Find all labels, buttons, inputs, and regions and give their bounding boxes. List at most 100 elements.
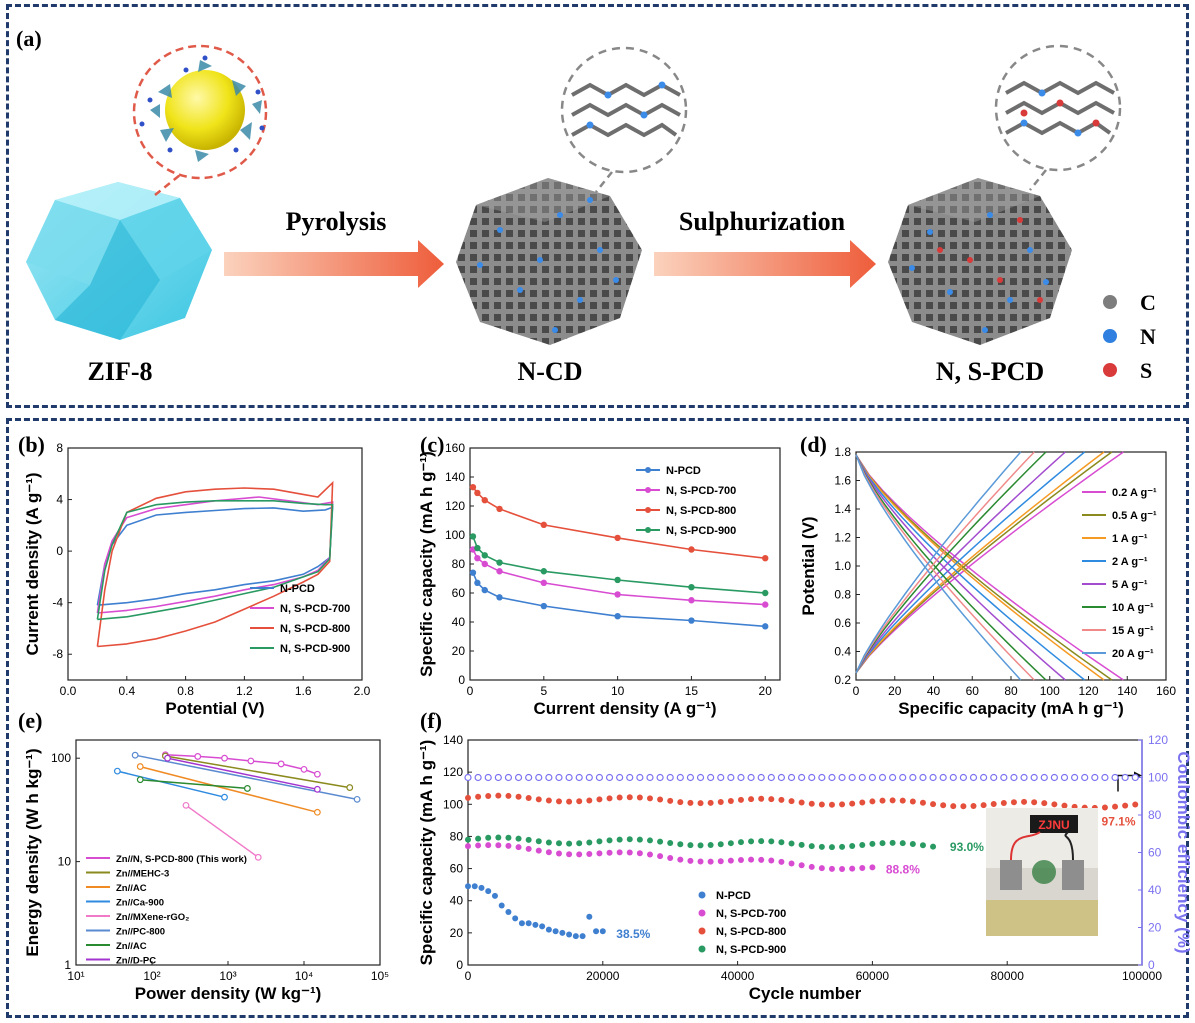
y2-tick-label: 80 — [1148, 808, 1162, 822]
cycle-point-n-s-pcd-900 — [485, 834, 492, 841]
x-tick-label: 0.0 — [60, 684, 77, 698]
retention-label-n-pcd: 38.5% — [616, 927, 650, 941]
coulombic-efficiency-point — [666, 773, 674, 782]
y2-tick-label: 0 — [1148, 958, 1155, 972]
coulombic-efficiency-point — [757, 773, 765, 782]
rate-point-n-s-pcd-800 — [540, 521, 548, 529]
cycle-point-n-s-pcd-900 — [808, 843, 815, 850]
rate-line-n-s-pcd-800 — [472, 486, 766, 559]
cycle-point-n-s-pcd-800 — [535, 796, 542, 803]
coulombic-efficiency-point — [808, 773, 816, 782]
coulombic-efficiency-point — [990, 773, 998, 782]
cv-loop-n-s-pcd-800 — [96, 480, 334, 648]
cycle-point-n-s-pcd-700 — [687, 857, 694, 864]
y-tick-label: 8 — [56, 441, 63, 455]
cycle-point-n-s-pcd-800 — [737, 796, 744, 803]
cycle-point-n-s-pcd-900 — [576, 840, 583, 847]
charge-curve-1-a-g — [855, 451, 1105, 674]
cycle-point-n-s-pcd-900 — [899, 840, 906, 847]
panel-label: (e) — [18, 708, 42, 733]
cycle-point-n-s-pcd-800 — [1132, 801, 1139, 808]
cycle-point-n-s-pcd-800 — [687, 799, 694, 806]
cycle-point-n-s-pcd-900 — [505, 834, 512, 841]
coulombic-efficiency-point — [1010, 773, 1018, 782]
cycle-point-n-s-pcd-700 — [818, 865, 825, 872]
device-photo-inset: ZJNU — [986, 808, 1098, 936]
cycle-point-n-s-pcd-700 — [485, 842, 492, 849]
cycle-point-n-s-pcd-700 — [616, 849, 623, 856]
legend-label-15-a-g: 15 A g⁻¹ — [1112, 625, 1154, 637]
legend-marker-n-pcd — [645, 467, 651, 473]
cycle-point-n-s-pcd-800 — [505, 792, 512, 799]
legend-label-0-5-a-g: 0.5 A g⁻¹ — [1112, 510, 1157, 522]
cycle-point-n-pcd — [599, 928, 606, 935]
ragone-point-zn-d-pc — [313, 785, 321, 793]
cycle-point-n-s-pcd-800 — [1000, 799, 1007, 806]
atom-legend-dot-n — [1103, 329, 1117, 343]
coulombic-efficiency-point — [737, 773, 745, 782]
rate-point-n-s-pcd-900 — [474, 544, 481, 552]
ns-pcd-particle — [888, 178, 1072, 345]
x-axis-label: Specific capacity (mA h g⁻¹) — [898, 699, 1124, 718]
rate-point-n-s-pcd-900 — [481, 552, 488, 559]
coulombic-efficiency-point — [899, 773, 907, 782]
cycle-point-n-s-pcd-800 — [909, 798, 916, 805]
y2-tick-label: 120 — [1148, 733, 1168, 747]
x-tick-label: 20 — [759, 684, 773, 698]
cycle-point-n-s-pcd-700 — [646, 851, 653, 858]
legend-label-zn-d-pc: Zn//D-PC — [116, 956, 156, 967]
legend-label-5-a-g: 5 A g⁻¹ — [1112, 579, 1148, 591]
ragone-point-zn-mehc-3 — [346, 784, 354, 791]
x-tick-label: 2.0 — [354, 684, 371, 698]
coulombic-efficiency-point — [909, 773, 917, 782]
cycle-point-n-pcd — [552, 928, 559, 935]
x-tick-label: 5 — [540, 684, 547, 698]
cycle-point-n-s-pcd-800 — [596, 796, 603, 803]
rate-point-n-s-pcd-800 — [496, 505, 503, 513]
ragone-line-zn-d-pc — [167, 757, 318, 791]
cycle-point-n-s-pcd-800 — [980, 802, 987, 809]
discharge-curve-0-5-a-g — [855, 454, 1113, 681]
discharge-curve-10-a-g — [855, 454, 1047, 681]
y-axis-label: Specific capacity (mA h g⁻¹) — [417, 451, 436, 677]
cycle-point-n-s-pcd-900 — [687, 842, 694, 849]
cycle-point-n-s-pcd-900 — [555, 840, 562, 847]
x-tick-label: 100 — [1040, 684, 1060, 698]
atom-legend-label-n: N — [1140, 324, 1156, 349]
ragone-line-zn-mehc-3 — [165, 755, 350, 789]
ragone-line-zn-pc-800 — [134, 754, 358, 801]
coulombic-efficiency-point — [585, 773, 593, 782]
cycle-point-n-s-pcd-900 — [697, 842, 704, 849]
x-tick-label: 0 — [853, 684, 860, 698]
cycle-point-n-s-pcd-800 — [555, 798, 562, 805]
y-axis-label: Potential (V) — [799, 516, 818, 615]
ragone-point-zn-mxene-rgo — [182, 801, 190, 809]
coulombic-efficiency-point — [1131, 773, 1139, 782]
panel-label: (d) — [800, 432, 827, 457]
cycle-point-n-s-pcd-800 — [667, 797, 674, 804]
cycle-point-n-s-pcd-800 — [525, 794, 532, 801]
rate-point-n-s-pcd-900 — [762, 589, 769, 597]
x-tick-label: 0.4 — [118, 684, 135, 698]
y-tick-label: -4 — [52, 596, 63, 610]
rate-point-n-s-pcd-700 — [762, 601, 769, 608]
x-tick-label: 80 — [1004, 684, 1018, 698]
coulombic-efficiency-point — [504, 773, 513, 782]
rate-point-n-pcd — [688, 617, 695, 624]
charge-curve-10-a-g — [855, 451, 1047, 674]
cycle-point-n-s-pcd-900 — [606, 837, 613, 844]
cycle-point-n-s-pcd-800 — [566, 798, 573, 805]
cycle-point-n-s-pcd-800 — [879, 797, 886, 804]
panel-c-rate-chart: 0 5 10 15 20 0 20 40 60 80 100 120 140 160 Current den… — [417, 432, 781, 718]
cv-loop-n-s-pcd-700 — [96, 496, 334, 614]
pyrolysis-arrow — [224, 240, 444, 288]
ragone-point-zn-ca-900 — [221, 793, 228, 801]
cycle-point-n-s-pcd-800 — [657, 796, 664, 803]
cycle-point-n-s-pcd-700 — [535, 847, 542, 854]
coulombic-efficiency-point — [1070, 773, 1079, 782]
cycle-point-n-s-pcd-900 — [919, 842, 926, 849]
cycle-point-n-s-pcd-700 — [828, 865, 835, 872]
y-tick-label: 100 — [51, 751, 71, 765]
cycle-point-n-s-pcd-800 — [646, 795, 653, 802]
